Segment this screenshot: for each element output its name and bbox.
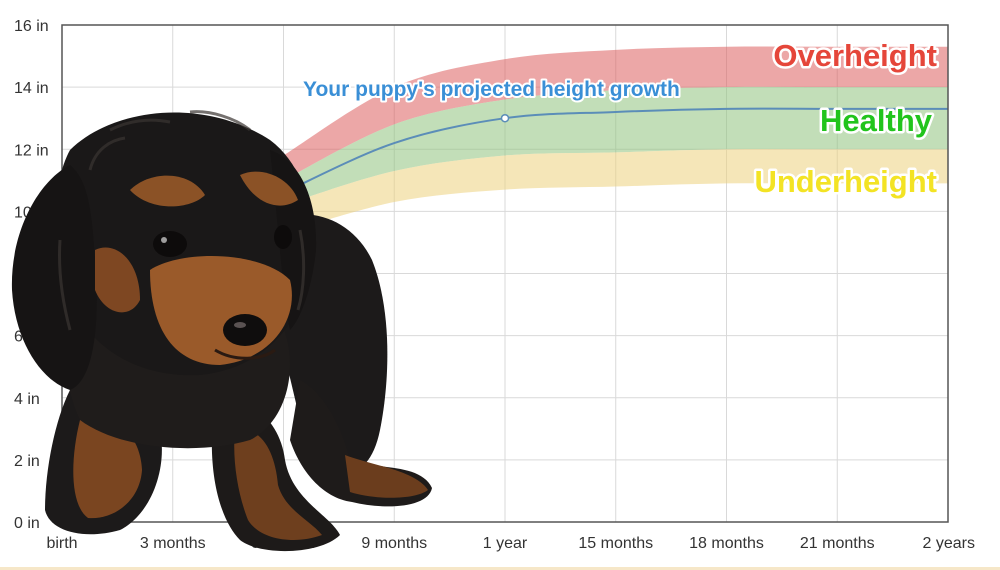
band-label-underheight: Underheight — [754, 164, 937, 199]
y-tick-label: 4 in — [14, 391, 40, 408]
puppy-nose — [223, 314, 267, 346]
puppy-eye-right — [274, 225, 292, 249]
x-tick-label: 2 years — [923, 535, 975, 552]
puppy-photo — [11, 110, 432, 552]
x-tick-label: 3 months — [140, 535, 206, 552]
projection-marker — [500, 113, 510, 123]
band-label-healthy: Healthy — [820, 103, 933, 138]
growth-bands — [283, 46, 948, 234]
y-tick-label: 14 in — [14, 80, 49, 97]
puppy-eye-highlight — [161, 237, 167, 243]
y-tick-label: 16 in — [14, 18, 49, 35]
puppy-tan-brow-left — [130, 175, 205, 207]
projection-label: Your puppy's projected height growth — [303, 78, 680, 101]
puppy-paw-tan — [345, 455, 428, 498]
x-tick-label: birth — [46, 535, 77, 552]
puppy-nose-shine — [234, 322, 246, 328]
puppy-tan-brow-right — [240, 171, 298, 206]
y-tick-label: 0 in — [14, 515, 40, 532]
band-label-overheight: Overheight — [773, 38, 937, 73]
puppy-tan-cheek — [95, 247, 140, 313]
puppy-mouth — [214, 348, 276, 360]
band-underheight — [283, 149, 948, 234]
bottom-strip — [0, 567, 1000, 570]
x-tick-label: 21 months — [800, 535, 875, 552]
puppy-fur-strands — [58, 110, 306, 331]
puppy-ear-left — [11, 165, 97, 390]
band-healthy — [283, 86, 948, 206]
x-tick-label: 18 months — [689, 535, 764, 552]
y-tick-label: 2 in — [14, 453, 40, 470]
x-tick-label: 15 months — [578, 535, 653, 552]
puppy-eye-left — [153, 231, 187, 257]
x-tick-label: 9 months — [361, 535, 427, 552]
y-tick-label: 12 in — [14, 142, 49, 159]
x-tick-label: 1 year — [483, 535, 528, 552]
puppy-leg-left-tan — [73, 417, 142, 519]
puppy-leg-middle-tan — [234, 429, 322, 540]
projection-series — [283, 107, 949, 194]
band-overheight — [283, 46, 948, 181]
projection-line — [283, 107, 949, 194]
